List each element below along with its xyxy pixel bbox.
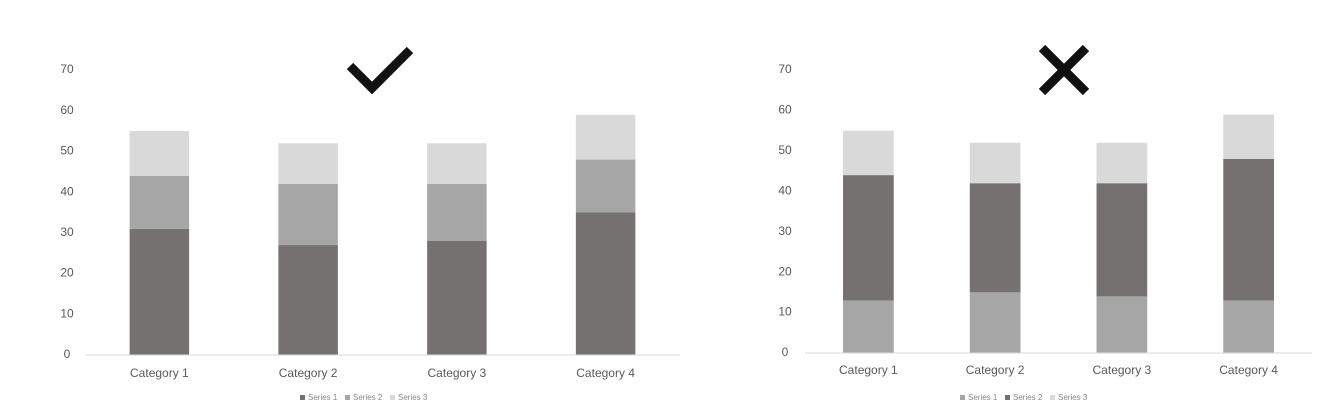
y-tick-label: 0 — [64, 347, 71, 361]
y-tick-label: 50 — [60, 144, 74, 158]
bar-segment — [278, 245, 338, 355]
y-tick-label: 0 — [782, 345, 789, 359]
bar-segment — [1096, 296, 1148, 353]
bar-segment — [969, 183, 1021, 293]
bar-segment — [427, 241, 487, 355]
bar-segment — [129, 175, 190, 229]
bar-segment — [1096, 183, 1148, 297]
bar-segment — [969, 292, 1021, 353]
bar-segment — [278, 184, 338, 246]
legend-label: Series 3 — [1058, 393, 1088, 400]
x-tick-label: Category 2 — [966, 363, 1025, 377]
y-tick-label: 20 — [778, 264, 792, 278]
legend-label: Series 1 — [968, 393, 998, 400]
x-tick-label: Category 4 — [576, 366, 635, 380]
legend-label: Series 2 — [353, 393, 383, 400]
bar-segment — [427, 143, 487, 184]
bar-segment — [843, 130, 894, 176]
x-tick-label: Category 1 — [839, 363, 898, 377]
bar-segment — [427, 184, 487, 241]
y-tick-label: 10 — [60, 306, 74, 320]
legend-label: Series 1 — [308, 393, 338, 400]
bar-segment — [1223, 158, 1274, 301]
y-tick-label: 10 — [778, 305, 792, 319]
x-tick-label: Category 3 — [428, 366, 487, 380]
x-tick-label: Category 4 — [1219, 363, 1278, 377]
cross-icon — [1038, 44, 1090, 96]
y-tick-label: 30 — [60, 225, 74, 239]
y-tick-label: 40 — [60, 184, 74, 198]
bar-segment — [1223, 114, 1274, 159]
legend-swatch — [300, 395, 305, 400]
bar-segment — [969, 142, 1021, 184]
legend-swatch — [1005, 395, 1010, 400]
y-tick-label: 70 — [60, 62, 74, 76]
y-tick-label: 70 — [778, 62, 792, 76]
x-tick-label: Category 1 — [130, 366, 189, 380]
check-icon — [346, 46, 414, 95]
y-tick-label: 60 — [778, 103, 792, 117]
x-tick-label: Category 3 — [1093, 363, 1152, 377]
bar-segment — [129, 228, 190, 355]
y-tick-label: 30 — [778, 224, 792, 238]
y-tick-label: 60 — [60, 103, 74, 117]
legend-swatch — [960, 395, 965, 400]
bar-segment — [843, 175, 894, 301]
legend-label: Series 3 — [398, 393, 428, 400]
bar-segment — [575, 212, 636, 355]
y-tick-label: 20 — [60, 266, 74, 280]
bar-segment — [129, 131, 190, 176]
y-tick-label: 50 — [778, 143, 792, 157]
legend-swatch — [345, 395, 350, 400]
bar-segment — [1223, 300, 1274, 353]
bar-segment — [843, 300, 894, 353]
y-tick-label: 40 — [778, 183, 792, 197]
bar-segment — [575, 159, 636, 213]
bar-segment — [1096, 142, 1148, 184]
x-tick-label: Category 2 — [279, 366, 338, 380]
bar-segment — [278, 143, 338, 184]
bar-segment — [575, 114, 636, 160]
legend-label: Series 2 — [1013, 393, 1043, 400]
legend-swatch — [390, 395, 395, 400]
legend-swatch — [1050, 395, 1055, 400]
